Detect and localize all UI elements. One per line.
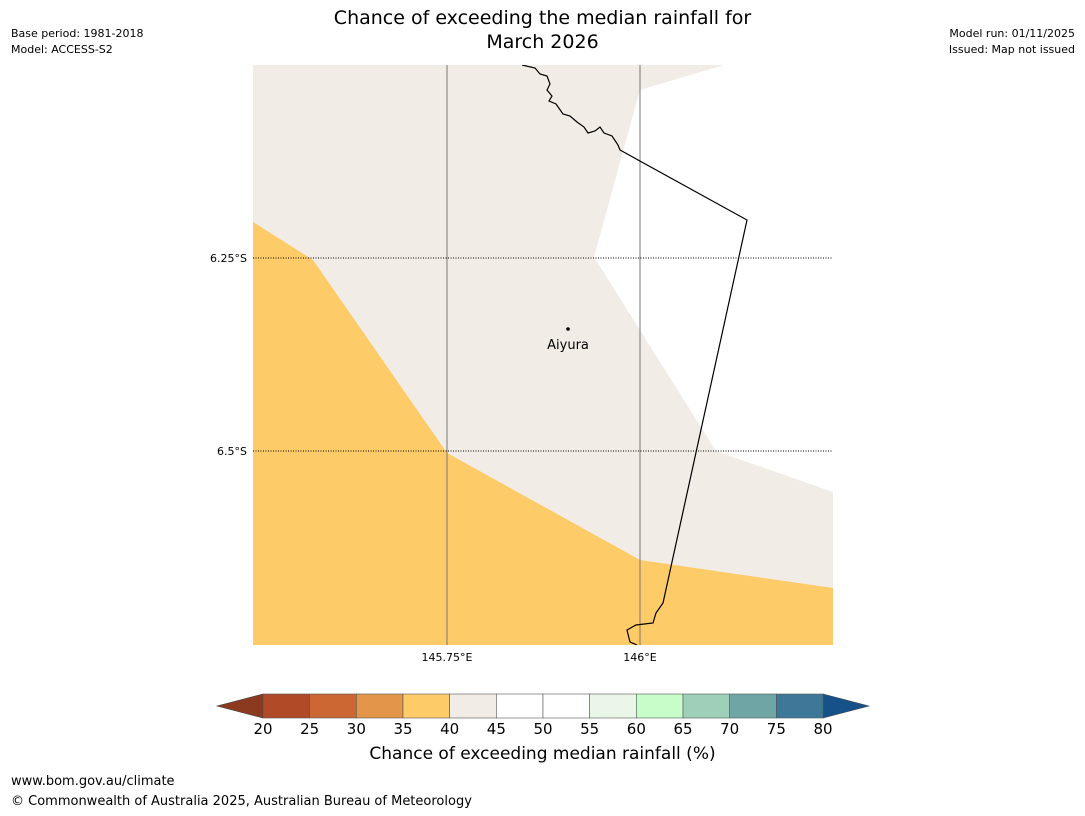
map-title-line2: March 2026 <box>486 31 599 53</box>
colorbar-segment <box>356 693 404 719</box>
colorbar-tick-label: 60 <box>627 720 646 738</box>
colorbar-extend-low <box>215 693 264 719</box>
footer-url[interactable]: www.bom.gov.au/climate <box>11 774 175 789</box>
zone-45-55 <box>594 65 833 492</box>
footer-copyright: © Commonwealth of Australia 2025, Austra… <box>11 794 472 809</box>
aiyura-label: Aiyura <box>547 338 589 353</box>
colorbar: 20 25 30 35 40 45 50 55 60 65 70 75 80 <box>215 693 871 738</box>
meta-right: Model run: 01/11/2025 Issued: Map not is… <box>949 26 1075 58</box>
colorbar-tick-label: 40 <box>440 720 459 738</box>
province-boundary <box>521 65 748 645</box>
colorbar-segment <box>496 693 544 719</box>
colorbar-segment <box>729 693 777 719</box>
colorbar-segment <box>309 693 357 719</box>
colorbar-segment <box>589 693 637 719</box>
lon-label-145-75: 145.75°E <box>422 651 473 664</box>
colorbar-segment <box>262 693 310 719</box>
colorbar-segment <box>449 693 497 719</box>
colorbar-tick-label: 75 <box>767 720 786 738</box>
colorbar-segment <box>776 693 824 719</box>
colorbar-tick-label: 20 <box>253 720 272 738</box>
issued-text: Issued: Map not issued <box>948 43 1075 56</box>
lat-label-6-25: 6.25°S <box>210 252 247 265</box>
colorbar-tick-label: 50 <box>533 720 552 738</box>
colorbar-segment <box>636 693 684 719</box>
map-title-line1: Chance of exceeding the median rainfall … <box>333 7 752 29</box>
colorbar-tick-label: 30 <box>347 720 366 738</box>
lon-label-146: 146°E <box>623 651 656 664</box>
map-area: Aiyura <box>253 65 833 645</box>
colorbar-tick-label: 55 <box>580 720 599 738</box>
model-text: Model: ACCESS-S2 <box>11 43 113 56</box>
meta-left: Base period: 1981-2018 Model: ACCESS-S2 <box>11 26 143 58</box>
colorbar-tick-label: 80 <box>813 720 832 738</box>
base-period-text: Base period: 1981-2018 <box>11 27 144 40</box>
colorbar-tick-label: 25 <box>300 720 319 738</box>
colorbar-segment <box>402 693 450 719</box>
colorbar-tick-label: 45 <box>487 720 506 738</box>
colorbar-tick-label: 65 <box>673 720 692 738</box>
aiyura-marker <box>566 327 570 331</box>
colorbar-tick-label: 35 <box>393 720 412 738</box>
map-title: Chance of exceeding the median rainfall … <box>0 6 1085 54</box>
colorbar-extend-high <box>822 693 871 719</box>
colorbar-segment <box>542 693 590 719</box>
colorbar-tick-label: 70 <box>720 720 739 738</box>
lat-label-6-5: 6.5°S <box>217 445 247 458</box>
colorbar-segment <box>682 693 730 719</box>
colorbar-caption: Chance of exceeding median rainfall (%) <box>369 744 716 764</box>
model-run-text: Model run: 01/11/2025 <box>949 27 1075 40</box>
